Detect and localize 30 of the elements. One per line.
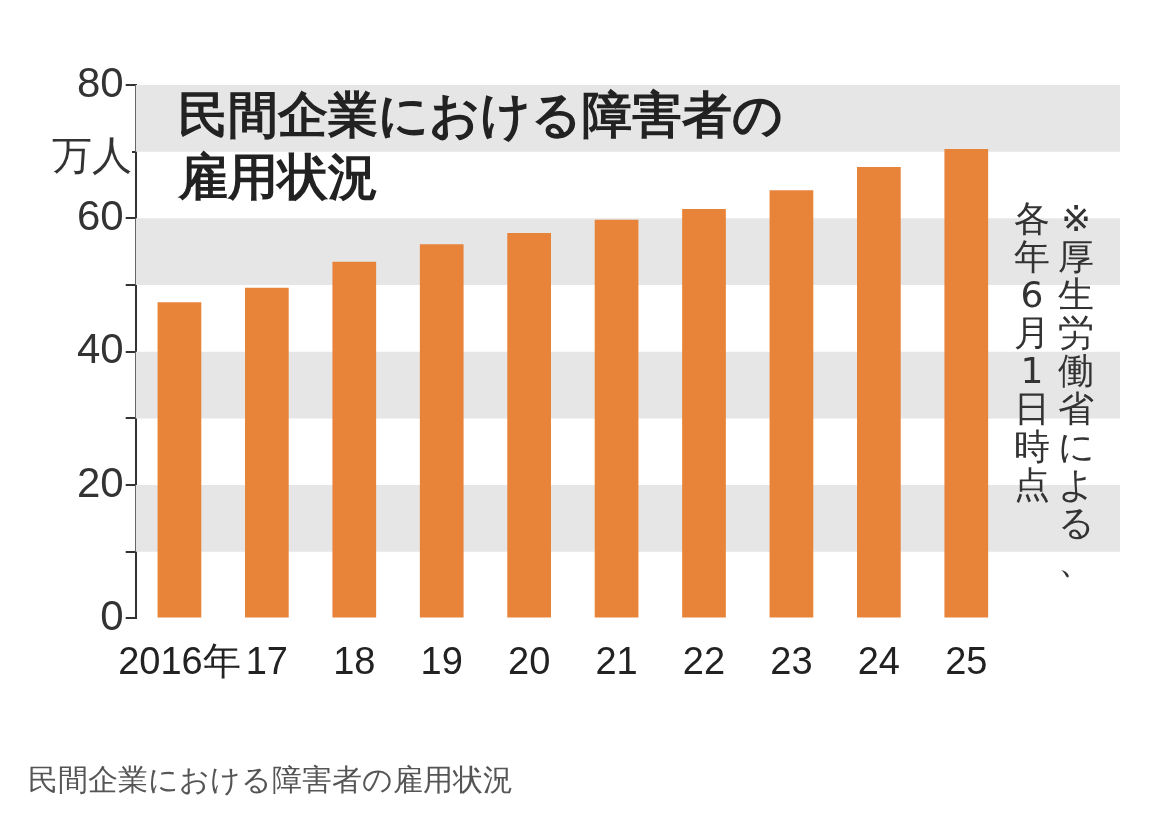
x-tick-label: 21 [595, 639, 638, 682]
x-tick-label: 18 [333, 639, 376, 682]
x-tick-label: 25 [945, 639, 988, 682]
bar [245, 287, 289, 618]
y-axis-title: 万人 [52, 128, 132, 183]
x-tick-label: 20 [508, 639, 551, 682]
bar [507, 233, 551, 618]
text: 各年6月1日時点 [1013, 198, 1051, 505]
x-tick-label: 19 [420, 639, 463, 682]
x-tick-label: 17 [245, 639, 288, 682]
x-tick-label: 2016年 [118, 639, 241, 682]
x-tick-label: 23 [770, 639, 813, 682]
bar [157, 302, 202, 618]
bar [419, 244, 464, 618]
y-tick-label: 60 [77, 191, 124, 239]
y-tick-label: 80 [77, 58, 124, 106]
text: ※厚生労働省による、 [1057, 198, 1095, 581]
y-tick-label: 20 [77, 458, 124, 506]
x-tick-label: 22 [682, 639, 726, 682]
bar [944, 149, 989, 618]
bar [682, 209, 726, 618]
bar [332, 261, 377, 618]
bar [769, 190, 814, 618]
text: 民間企業における障害者の雇用状況 [178, 85, 784, 208]
bar [594, 219, 639, 618]
text: 民間企業における障害者の雇用状況 [28, 761, 513, 799]
y-tick-label: 40 [77, 325, 124, 373]
y-tick-label: 0 [100, 591, 124, 639]
bar [857, 167, 901, 618]
x-tick-label: 24 [857, 639, 900, 682]
